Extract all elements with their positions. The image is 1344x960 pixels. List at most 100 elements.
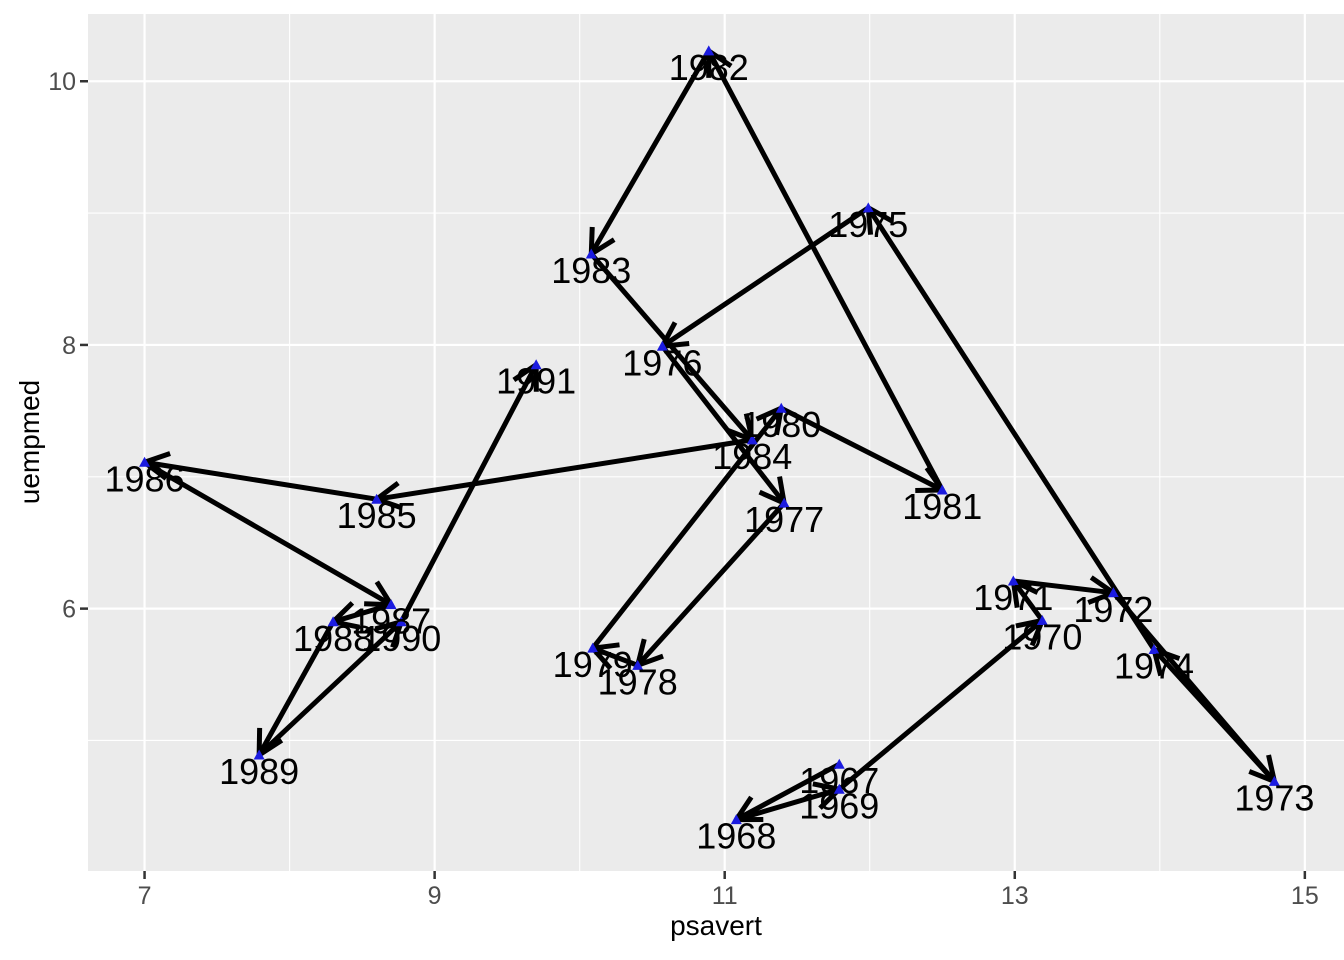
point-1991 (530, 359, 542, 370)
arrowhead-wing-1987-1 (374, 580, 394, 606)
year-label-1991: 1991 (496, 361, 576, 402)
segment-1985-1986 (144, 459, 378, 502)
segment-1967-1968 (735, 762, 841, 822)
year-label-1978: 1978 (598, 661, 678, 702)
segment-1970-1971 (1011, 579, 1045, 622)
arrowhead-wing-1977-0 (758, 489, 786, 506)
point-1976 (656, 340, 668, 351)
point-1986 (139, 456, 151, 467)
point-1981 (936, 484, 948, 495)
arrowhead-wing-1980-1 (755, 405, 783, 422)
point-1972 (1107, 587, 1119, 598)
segment-1971-1972 (1013, 578, 1114, 596)
x-tick-label-11: 11 (712, 882, 738, 910)
arrowhead-wing-1988-0 (331, 601, 355, 624)
plot-panel (88, 14, 1344, 871)
year-label-1975: 1975 (828, 204, 908, 245)
year-label-1973: 1973 (1234, 777, 1314, 818)
x-tick-label-13: 13 (1001, 882, 1029, 910)
point-1970 (1036, 614, 1048, 625)
year-label-1986: 1986 (105, 458, 185, 499)
year-label-1987: 1987 (351, 601, 431, 642)
arrowhead-wing-1985-0 (375, 480, 400, 502)
point-1974 (1148, 643, 1160, 654)
year-label-1990: 1990 (361, 618, 441, 659)
year-label-1976: 1976 (622, 342, 702, 383)
arrowhead-wing-1988-1 (332, 619, 361, 630)
x-tick-label-7: 7 (138, 882, 152, 910)
year-label-1971: 1971 (973, 577, 1053, 618)
year-label-1984: 1984 (712, 436, 792, 477)
year-label-1982: 1982 (669, 47, 749, 88)
point-1987 (385, 599, 397, 610)
arrowhead-wing-1978-1 (636, 653, 664, 668)
arrowhead-wing-1990-1 (374, 619, 402, 632)
y-tick-label-10: 10 (48, 68, 76, 96)
year-label-1969: 1969 (799, 785, 879, 826)
year-label-1967: 1967 (799, 760, 879, 801)
y-tick-label-6: 6 (62, 596, 76, 624)
year-label-1983: 1983 (551, 250, 631, 291)
year-label-1979: 1979 (553, 644, 633, 685)
y-axis-title: uempmed (14, 379, 45, 505)
segment-1978-1979 (591, 645, 639, 668)
arrowhead-wing-1985-1 (375, 496, 403, 511)
segment-1990-1991 (399, 363, 539, 623)
arrowhead-wing-1978-0 (635, 638, 647, 666)
point-1968 (730, 814, 742, 825)
point-1967 (833, 758, 845, 769)
year-label-1970: 1970 (1002, 616, 1082, 657)
segment-1973-1974 (1152, 647, 1277, 784)
segment-1983-1984 (589, 252, 755, 442)
point-1990 (395, 616, 407, 627)
arrowhead-wing-1977-1 (777, 476, 787, 504)
segment-1974-1975 (866, 206, 1157, 651)
segment-1984-1985 (376, 437, 753, 502)
point-1980 (775, 402, 787, 413)
year-label-1988: 1988 (293, 618, 373, 659)
year-label-1989: 1989 (219, 751, 299, 792)
segment-1968-1969 (735, 786, 840, 822)
segment-1986-1987 (143, 460, 393, 607)
year-label-1981: 1981 (902, 486, 982, 527)
x-axis-title: psavert (670, 910, 762, 941)
year-label-1980: 1980 (741, 404, 821, 445)
year-label-1985: 1985 (337, 495, 417, 536)
x-tick-label-9: 9 (428, 882, 442, 910)
year-label-1968: 1968 (696, 816, 776, 857)
y-tick-label-8: 8 (62, 332, 76, 360)
point-1983 (585, 248, 597, 259)
segment-1982-1983 (589, 49, 711, 256)
point-1977 (778, 497, 790, 508)
point-1978 (632, 659, 644, 670)
segment-1976-1977 (660, 344, 787, 505)
arrowhead-wing-1984-1 (743, 412, 755, 441)
point-1985 (371, 493, 383, 504)
arrowhead-wing-1969-1 (812, 781, 840, 792)
point-1989 (253, 749, 265, 760)
arrowhead-wing-1972-1 (1089, 575, 1115, 595)
arrowhead-wing-1974-0 (1153, 647, 1181, 661)
segment-1979-1980 (590, 406, 784, 650)
point-1984 (746, 434, 758, 445)
segment-1988-1989 (256, 620, 336, 757)
point-1973 (1268, 775, 1280, 786)
year-label-1972: 1972 (1073, 589, 1153, 630)
segment-1989-1990 (257, 619, 403, 757)
arrowhead-wing-1983-1 (589, 237, 616, 257)
year-label-1977: 1977 (744, 499, 824, 540)
arrowhead-wing-1968-0 (734, 795, 754, 821)
segment-1977-1978 (635, 501, 787, 667)
arrowhead-wing-1979-0 (592, 642, 620, 651)
year-label-1974: 1974 (1114, 645, 1194, 686)
point-1982 (703, 45, 715, 56)
point-1969 (833, 783, 845, 794)
arrowhead-wing-1986-0 (143, 451, 171, 465)
segment-1981-1982 (706, 49, 945, 492)
arrowhead-wing-1976-1 (662, 340, 690, 349)
point-1971 (1007, 575, 1019, 586)
arrowhead-wing-1972-0 (1087, 590, 1115, 605)
segment-1987-1988 (332, 602, 392, 625)
